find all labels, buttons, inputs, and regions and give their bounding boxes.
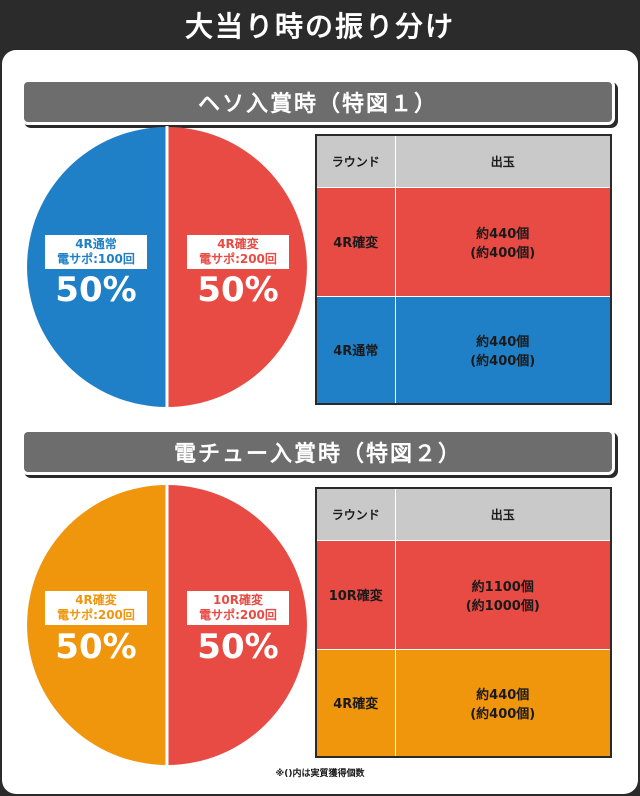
payout-main: 約440個 (476, 687, 530, 703)
slice-label-line2: 電サポ:200回 (57, 608, 135, 622)
pie-chart-2 (27, 484, 307, 766)
payout-actual: (約1000個) (465, 598, 540, 614)
cell-payout: 約440個 (約400個) (394, 648, 612, 758)
cell-payout: 約440個 (約400個) (394, 186, 612, 297)
footnote: ※()内は実質獲得個数 (275, 769, 365, 779)
slice-label-line1: 4R確変 (217, 237, 259, 251)
slice-label-line2: 電サポ:100回 (57, 252, 135, 266)
header-round: ラウンド (315, 134, 396, 188)
slice-label-line1: 4R確変 (75, 593, 117, 607)
pie-slice-label: 4R通常 電サポ:100回 (45, 235, 147, 269)
section-title-2: 電チュー入賞時（特図２） (24, 432, 612, 472)
table-row: 4R通常 約440個 (約400個) (315, 295, 612, 405)
header-payout: 出玉 (394, 487, 612, 541)
header-payout: 出玉 (394, 134, 612, 188)
pie-slice (167, 485, 307, 765)
cell-payout: 約1100個 (約1000個) (394, 539, 612, 650)
section-title-1: ヘソ入賞時（特図１） (24, 82, 612, 122)
payout-table-2: ラウンド 出玉 10R確変 約1100個 (約1000個) 4R確変 約440個… (315, 487, 612, 758)
slice-percent: 50% (197, 627, 279, 667)
payout-main: 約1100個 (471, 579, 534, 595)
table-row: 4R確変 約440個 (約400個) (315, 648, 612, 758)
cell-round: 4R通常 (315, 295, 396, 405)
table-header-row: ラウンド 出玉 (315, 134, 612, 188)
cell-round: 10R確変 (315, 539, 396, 650)
payout-actual: (約400個) (470, 353, 536, 369)
slice-label-line1: 10R確変 (213, 593, 263, 607)
cell-payout: 約440個 (約400個) (394, 295, 612, 405)
cell-round: 4R確変 (315, 648, 396, 758)
table-row: 10R確変 約1100個 (約1000個) (315, 539, 612, 650)
slice-label-line1: 4R通常 (75, 237, 117, 251)
payout-actual: (約400個) (470, 245, 536, 261)
slice-label-line2: 電サポ:200回 (199, 252, 277, 266)
slice-label-line2: 電サポ:200回 (199, 608, 277, 622)
payout-actual: (約400個) (470, 706, 536, 722)
slice-percent: 50% (55, 270, 137, 310)
payout-main: 約440個 (476, 226, 530, 242)
pie-slice-label: 4R確変 電サポ:200回 (45, 591, 147, 625)
page-title: 大当り時の振り分け (184, 10, 455, 43)
table-header-row: ラウンド 出玉 (315, 487, 612, 541)
slice-percent: 50% (55, 627, 137, 667)
pie-slice-label: 10R確変 電サポ:200回 (187, 591, 289, 625)
cell-round: 4R確変 (315, 186, 396, 297)
table-row: 4R確変 約440個 (約400個) (315, 186, 612, 297)
pie-slice-label: 4R確変 電サポ:200回 (187, 235, 289, 269)
pie-slice (27, 485, 167, 765)
payout-table-1: ラウンド 出玉 4R確変 約440個 (約400個) 4R通常 約440個 (約… (315, 134, 612, 405)
header-round: ラウンド (315, 487, 396, 541)
slice-percent: 50% (197, 270, 279, 310)
payout-main: 約440個 (476, 334, 530, 350)
